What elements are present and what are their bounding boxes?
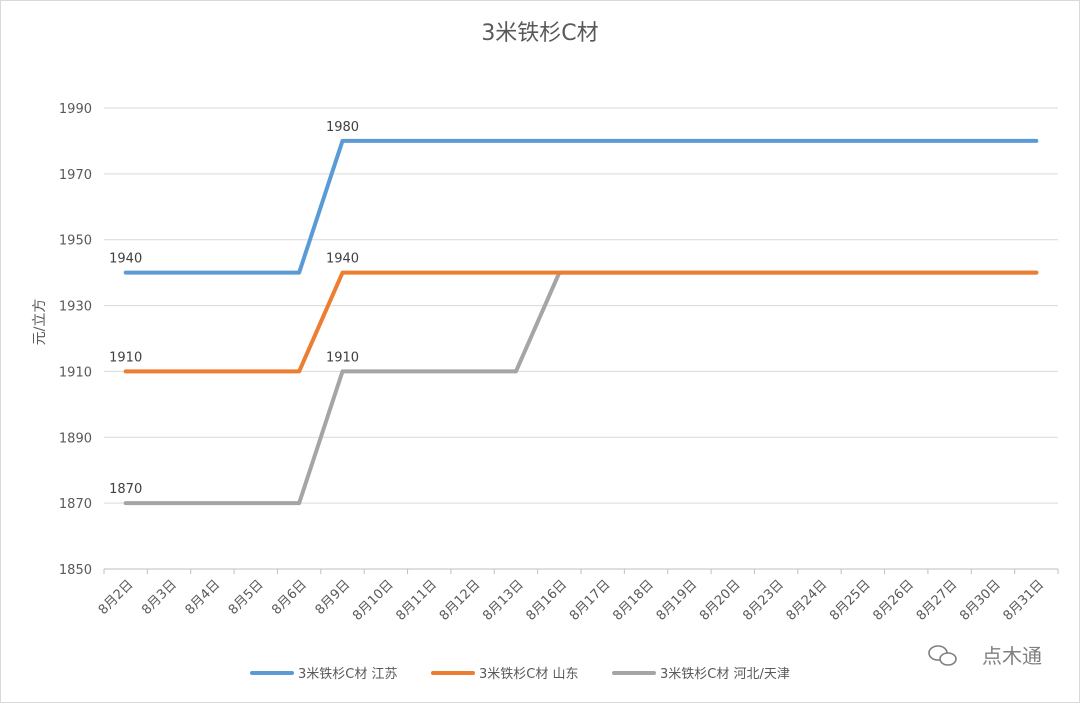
y-axis-ticks: 1850 1870 1890 1910 1930 1950 1970 1990 [59,102,92,578]
y-tick-label: 1990 [59,102,92,117]
data-label: 1940 [326,252,359,267]
y-tick-label: 1890 [59,431,92,446]
legend: 3米铁杉C材 江苏 3米铁杉C材 山东 3米铁杉C材 河北/天津 [250,666,790,682]
data-label: 1940 [109,252,142,267]
y-tick-label: 1870 [59,497,92,512]
y-tick-label: 1970 [59,168,92,183]
series-line [123,138,1039,275]
legend-label: 3米铁杉C材 河北/天津 [660,667,790,682]
data-label: 1980 [326,120,359,135]
wechat-icon [928,645,957,666]
data-label: 1870 [109,482,142,497]
watermark-text: 点木通 [982,644,1042,668]
legend-label: 3米铁杉C材 山东 [479,667,578,682]
data-label: 1910 [109,350,142,365]
y-tick-label: 1910 [59,365,92,380]
data-labels: 1940 1980 1910 1940 1870 1910 [109,120,359,497]
data-label: 1910 [326,350,359,365]
y-axis-label: 元/立方 [32,299,48,346]
watermark: 点木通 [928,644,1042,668]
legend-label: 3米铁杉C材 江苏 [298,666,397,682]
chart-title: 3米铁杉C材 [481,21,598,46]
series-line [123,270,1039,374]
y-tick-label: 1850 [59,563,92,578]
y-tick-label: 1930 [59,300,92,315]
y-tick-label: 1950 [59,234,92,249]
series-lines [123,138,1039,506]
